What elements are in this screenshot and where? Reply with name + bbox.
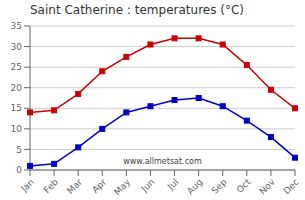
html-text:Saint Catherine : temperatures: Saint Catherine : temperatures (°C) [30, 3, 244, 17]
svg-text:30: 30 [11, 42, 23, 52]
svg-text:Jan: Jan [18, 177, 36, 195]
svg-text:20: 20 [11, 83, 23, 93]
html-text:www.allmetsat.com: www.allmetsat.com [123, 157, 202, 166]
svg-text:15: 15 [11, 103, 22, 113]
svg-text:Aug: Aug [185, 177, 205, 197]
svg-text:25: 25 [11, 62, 22, 72]
svg-text:May: May [112, 176, 133, 197]
svg-text:5: 5 [16, 145, 22, 155]
svg-text:Dec: Dec [282, 177, 297, 196]
svg-text:Apr: Apr [90, 177, 108, 195]
svg-text:Oct: Oct [235, 177, 253, 195]
svg-text:Feb: Feb [42, 177, 61, 196]
svg-text:Jul: Jul [165, 177, 180, 192]
svg-text:Jun: Jun [139, 177, 157, 195]
svg-text:Nov: Nov [257, 176, 277, 196]
svg-text:Sep: Sep [210, 177, 229, 196]
svg-text:Mar: Mar [65, 177, 84, 196]
svg-text:10: 10 [11, 124, 23, 134]
svg-text:0: 0 [16, 165, 22, 175]
svg-text:35: 35 [11, 21, 22, 31]
